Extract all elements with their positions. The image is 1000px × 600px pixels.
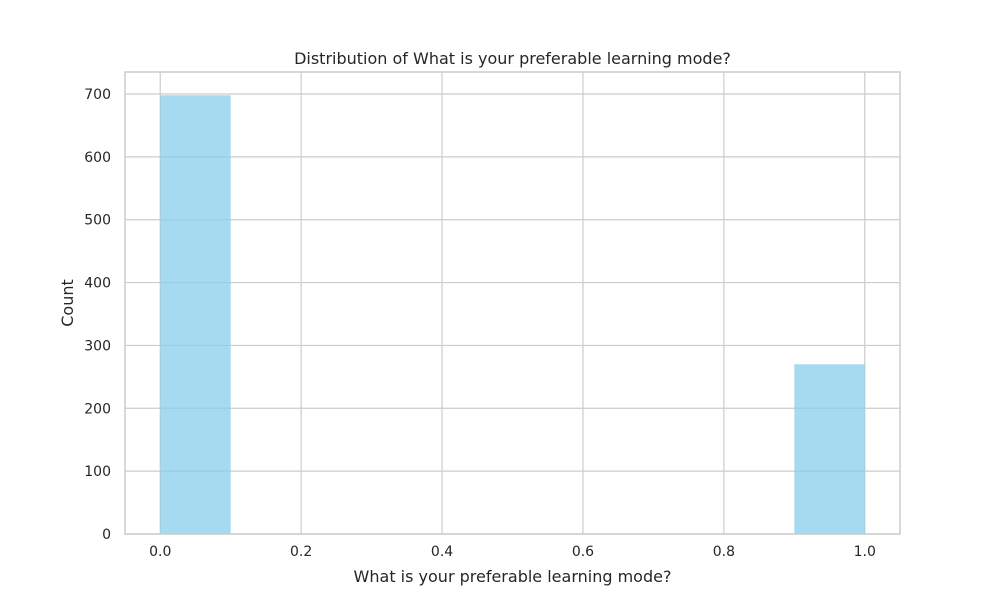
x-tick-label: 0.4 (431, 544, 453, 560)
y-axis-label: Count (58, 279, 77, 327)
histogram-bars (160, 95, 865, 534)
y-tick-label: 200 (84, 401, 111, 417)
x-tick-label: 0.2 (290, 544, 312, 560)
histogram-bar (160, 95, 231, 534)
y-tick-label: 600 (84, 150, 111, 166)
x-gridlines (159, 72, 866, 534)
chart-title: Distribution of What is your preferable … (294, 49, 731, 68)
x-tick-labels: 0.0 0.2 0.4 0.6 0.8 1.0 (149, 544, 876, 560)
x-axis-label: What is your preferable learning mode? (354, 567, 672, 586)
y-tick-label: 700 (84, 87, 111, 103)
x-tick-label: 1.0 (854, 544, 876, 560)
y-tick-label: 400 (84, 276, 111, 292)
y-tick-label: 0 (102, 527, 111, 543)
y-tick-labels: 0 100 200 300 400 500 600 700 (84, 87, 111, 543)
y-tick-label: 300 (84, 338, 111, 354)
y-tick-label: 100 (84, 464, 111, 480)
x-tick-label: 0.0 (149, 544, 171, 560)
x-tick-label: 0.8 (713, 544, 735, 560)
y-tick-label: 500 (84, 213, 111, 229)
plot-frame (124, 71, 901, 535)
histogram-bar (794, 364, 865, 534)
y-gridlines (125, 93, 900, 535)
x-tick-label: 0.6 (572, 544, 594, 560)
